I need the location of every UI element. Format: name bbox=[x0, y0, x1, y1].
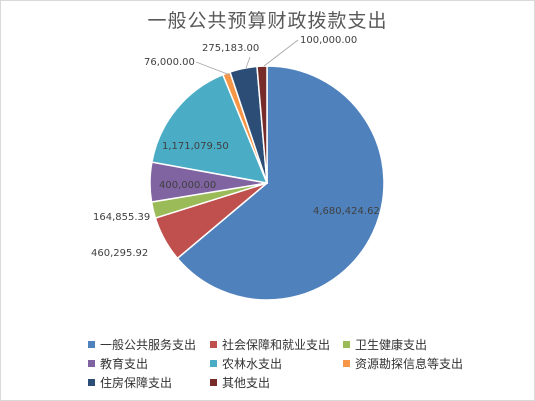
legend-label: 社会保障和就业支出 bbox=[222, 338, 331, 352]
legend-item-1: 一般公共服务支出 bbox=[88, 336, 196, 353]
legend-item-6: 资源勘探信息等支出 bbox=[343, 355, 463, 372]
data-label-7: 275,183.00 bbox=[202, 43, 259, 54]
legend-item-8: 其他支出 bbox=[210, 374, 270, 391]
legend-swatch bbox=[210, 379, 217, 386]
legend-swatch bbox=[88, 379, 95, 386]
legend-swatch bbox=[343, 341, 350, 348]
legend-label: 卫生健康支出 bbox=[355, 338, 428, 352]
chart-title: 一般公共预算财政拨款支出 bbox=[147, 10, 388, 32]
legend-swatch bbox=[88, 360, 95, 367]
legend-swatch bbox=[210, 360, 217, 367]
data-label-6: 76,000.00 bbox=[144, 57, 195, 68]
legend-item-7: 住房保障支出 bbox=[88, 374, 172, 391]
legend-label: 其他支出 bbox=[222, 376, 271, 390]
legend-label: 一般公共服务支出 bbox=[100, 338, 197, 352]
pie-slice-8 bbox=[256, 65, 268, 184]
data-label-8: 100,000.00 bbox=[300, 35, 357, 46]
data-label-5: 1,171,079.50 bbox=[162, 141, 229, 152]
legend-item-2: 社会保障和就业支出 bbox=[210, 336, 330, 353]
data-label-4: 400,000.00 bbox=[159, 180, 216, 191]
legend-label: 资源勘探信息等支出 bbox=[355, 357, 464, 371]
legend-item-3: 卫生健康支出 bbox=[343, 336, 427, 353]
legend-label: 教育支出 bbox=[100, 357, 149, 371]
legend-item-5: 农林水支出 bbox=[210, 355, 282, 372]
legend-label: 农林水支出 bbox=[222, 357, 283, 371]
legend-label: 住房保障支出 bbox=[100, 376, 173, 390]
data-label-1: 4,680,424.62 bbox=[313, 206, 380, 217]
legend-swatch bbox=[88, 341, 95, 348]
pie-slice-1 bbox=[176, 65, 385, 301]
legend-item-4: 教育支出 bbox=[88, 355, 148, 372]
label-leader-line-7 bbox=[245, 56, 251, 69]
legend-swatch bbox=[343, 360, 350, 367]
data-label-2: 460,295.92 bbox=[91, 248, 148, 259]
legend-swatch bbox=[210, 341, 217, 348]
pie-slice-5 bbox=[151, 73, 269, 184]
data-label-3: 164,855.39 bbox=[93, 212, 150, 223]
label-leader-line-8 bbox=[263, 39, 299, 67]
label-leader-line-6 bbox=[195, 61, 231, 76]
